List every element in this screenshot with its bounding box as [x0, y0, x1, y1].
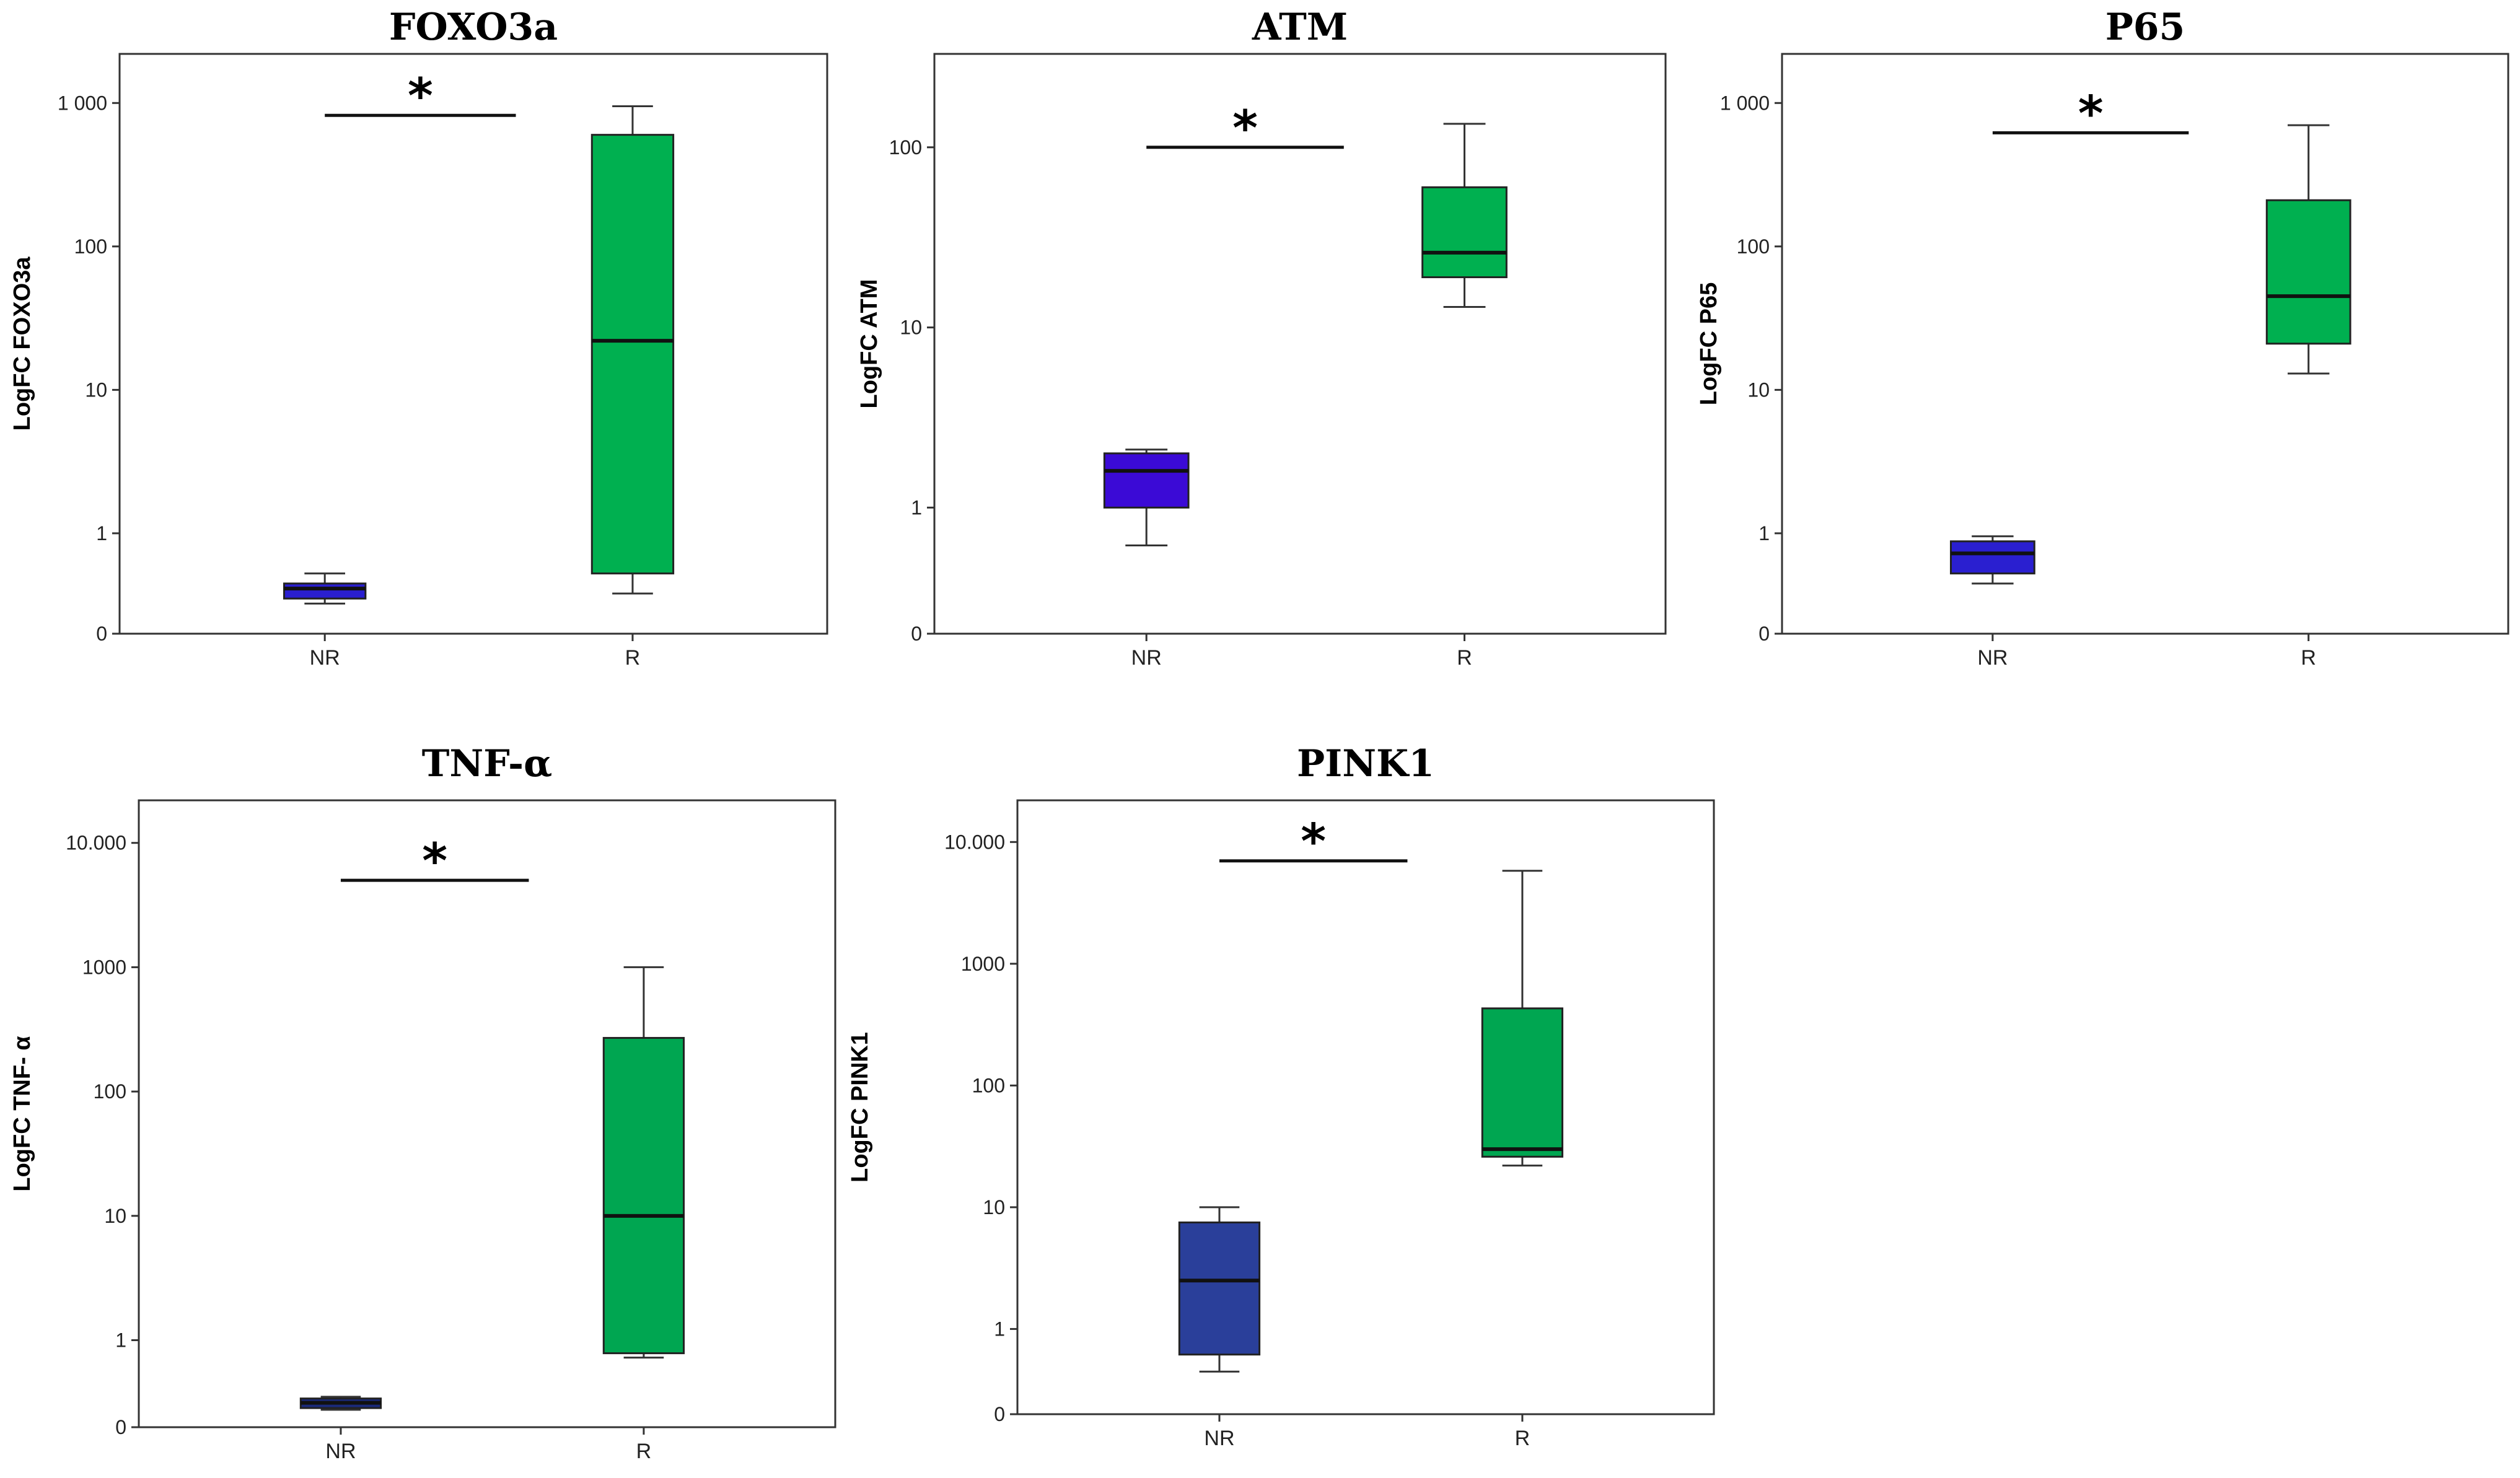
x-category-label: R — [1457, 646, 1472, 670]
chart-2: ATM LogFC ATM 0 1 10 100 NR R * — [856, 6, 1667, 670]
box-R — [602, 966, 685, 1359]
chart-1: FOXO3a LogFC FOXO3a 0 1 10 100 1 000 NR R * — [9, 6, 828, 670]
plot-frame — [933, 53, 1667, 635]
chart-title: ATM — [1252, 6, 1348, 49]
iqr-box — [1421, 186, 1508, 279]
y-tick-label: 0 — [911, 623, 922, 645]
y-tick-label: 10 — [900, 317, 922, 339]
box-R — [1481, 870, 1564, 1167]
y-tick-label: 1 — [911, 496, 922, 518]
chart-3: P65 LogFC P65 0 1 10 100 1 000 NR R * — [1696, 6, 2509, 670]
y-tick-label: 10.000 — [944, 831, 1005, 853]
significance-marker: * — [1146, 101, 1344, 157]
box-R — [1421, 123, 1508, 308]
plot-frame — [138, 799, 836, 1428]
y-tick-label: 100 — [74, 235, 107, 258]
iqr-box — [590, 134, 675, 575]
x-category-label: NR — [310, 646, 340, 670]
y-tick-label: 10 — [104, 1205, 126, 1227]
y-axis-label: LogFC PINK1 — [847, 1032, 873, 1183]
box-R — [2265, 124, 2351, 375]
box-R — [590, 105, 675, 595]
y-tick-label: 100 — [94, 1080, 126, 1103]
y-tick-label: 0 — [96, 623, 107, 645]
box-NR — [1178, 1206, 1261, 1373]
y-tick-label: 1000 — [961, 953, 1005, 975]
y-tick-label: 1 — [115, 1329, 126, 1352]
significance-star: * — [408, 69, 433, 125]
y-tick-label: 10 — [85, 378, 107, 401]
x-category-label: NR — [1977, 646, 2008, 670]
y-tick-label: 1000 — [82, 956, 126, 978]
y-tick-label: 1 — [96, 522, 107, 544]
significance-star: * — [2078, 86, 2104, 142]
iqr-box — [283, 582, 367, 600]
x-category-label: R — [2301, 646, 2316, 670]
significance-star: * — [422, 834, 447, 890]
chart-5: PINK1 LogFC PINK1 0 1 10 100 1000 10.000 NR R * — [847, 742, 1715, 1450]
iqr-box — [1949, 540, 2035, 575]
y-axis-label: LogFC FOXO3a — [9, 256, 35, 431]
iqr-box — [1481, 1007, 1564, 1158]
box-NR — [283, 572, 367, 605]
significance-marker: * — [1219, 815, 1408, 870]
y-tick-label: 100 — [1737, 235, 1770, 258]
x-category-label: R — [1515, 1427, 1530, 1450]
plot-frame — [1781, 53, 2509, 635]
y-tick-label: 0 — [115, 1416, 126, 1438]
x-category-label: NR — [325, 1440, 356, 1463]
y-tick-label: 100 — [972, 1074, 1005, 1096]
significance-marker: * — [325, 69, 516, 125]
plot-frame — [118, 53, 828, 635]
y-axis-label: LogFC TNF- α — [9, 1036, 35, 1191]
x-category-label: NR — [1204, 1427, 1234, 1450]
y-tick-label: 1 — [994, 1318, 1005, 1340]
y-tick-label: 1 000 — [58, 92, 107, 114]
y-tick-label: 10 — [1747, 378, 1770, 401]
chart-title: TNF-α — [422, 742, 552, 785]
y-tick-label: 0 — [994, 1403, 1005, 1425]
chart-title: PINK1 — [1297, 742, 1434, 785]
chart-title: FOXO3a — [389, 6, 558, 49]
y-tick-label: 10.000 — [66, 832, 126, 854]
x-category-label: R — [625, 646, 641, 670]
x-category-label: NR — [1131, 646, 1162, 670]
significance-marker: * — [340, 834, 529, 890]
y-axis-label: LogFC P65 — [1696, 282, 1722, 405]
y-tick-label: 1 000 — [1720, 92, 1770, 114]
y-axis-label: LogFC ATM — [856, 279, 882, 409]
x-category-label: R — [636, 1440, 652, 1463]
iqr-box — [602, 1037, 685, 1355]
box-NR — [299, 1396, 382, 1411]
iqr-box — [2265, 199, 2351, 345]
iqr-box — [1103, 452, 1190, 509]
box-NR — [1949, 535, 2035, 585]
chart-title: P65 — [2105, 6, 2185, 49]
y-tick-label: 100 — [889, 136, 922, 159]
significance-star: * — [1232, 101, 1258, 157]
plot-frame — [1016, 799, 1715, 1415]
chart-4: TNF-α LogFC TNF- α 0 1 10 100 1000 10.000 NR R * — [9, 742, 836, 1463]
y-tick-label: 10 — [983, 1196, 1005, 1218]
significance-marker: * — [1992, 86, 2189, 142]
significance-star: * — [1301, 815, 1326, 870]
iqr-box — [1178, 1221, 1261, 1356]
box-NR — [1103, 448, 1190, 546]
y-tick-label: 0 — [1758, 623, 1770, 645]
y-tick-label: 1 — [1758, 522, 1770, 544]
